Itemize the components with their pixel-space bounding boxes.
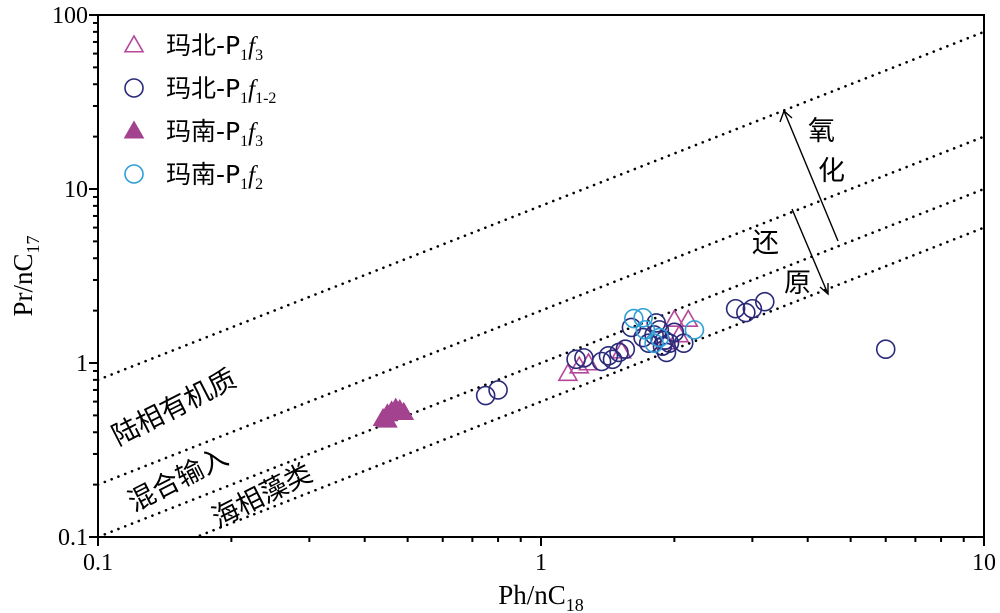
data-points <box>372 291 896 428</box>
oxidation-arrow <box>779 109 839 242</box>
data-point-series-2 <box>875 339 896 360</box>
data-point-series-1 <box>663 308 685 327</box>
data-point-series-4 <box>644 333 664 353</box>
oxidation-label-1: 氧 <box>808 116 835 147</box>
data-point-series-4 <box>624 308 644 329</box>
data-point-series-2 <box>725 298 746 319</box>
data-point-series-2 <box>754 291 775 312</box>
reduction-label-2: 原 <box>784 268 811 299</box>
legend: 玛北-P1f3 玛北-P1f1-2 玛南-P1f3 玛南-P1f2 <box>123 31 276 193</box>
reduction-arrow <box>791 208 829 296</box>
legend-label-4: 玛南-P1f2 <box>166 160 263 193</box>
y-axis-title: Pr/nC17 <box>8 235 43 316</box>
x-tick-label: 0.1 <box>83 550 113 576</box>
y-tick-label: 100 <box>52 3 88 29</box>
y-tick-label: 0.1 <box>58 525 88 551</box>
data-point-series-2 <box>566 349 586 370</box>
reference-line-lower <box>98 187 984 537</box>
legend-marker-4 <box>124 164 144 184</box>
data-point-series-4 <box>684 320 705 340</box>
data-point-series-2 <box>488 380 508 400</box>
data-point-series-2 <box>615 339 636 360</box>
data-point-series-2 <box>633 327 653 348</box>
legend-label-2: 玛北-P1f1-2 <box>166 74 276 107</box>
data-point-series-4 <box>633 307 653 328</box>
data-point-series-2 <box>646 313 667 333</box>
legend-label-1: 玛北-P1f3 <box>166 31 263 64</box>
data-point-series-3 <box>393 401 415 420</box>
x-tick-labels: 0.1 1 10 <box>83 550 996 576</box>
y-tick-labels: 0.1 1 10 100 <box>52 3 88 551</box>
axis-ticks <box>89 14 985 546</box>
x-tick-label: 1 <box>535 550 547 576</box>
data-point-series-2 <box>598 345 619 366</box>
legend-marker-3 <box>123 120 145 139</box>
data-point-series-2 <box>742 298 763 319</box>
reduction-label-1: 还 <box>752 228 779 259</box>
oxidation-label-2: 化 <box>818 156 845 187</box>
y-tick-label: 10 <box>64 177 88 203</box>
data-point-series-2 <box>621 317 642 338</box>
x-tick-label: 10 <box>972 550 996 576</box>
y-tick-label: 1 <box>76 351 88 377</box>
legend-label-3: 玛南-P1f3 <box>166 117 263 150</box>
data-point-series-2 <box>673 333 694 353</box>
data-point-series-2 <box>591 351 612 372</box>
data-point-series-2 <box>475 385 496 406</box>
data-point-series-1 <box>677 308 699 327</box>
data-point-series-2 <box>602 349 623 370</box>
legend-marker-1 <box>123 34 145 53</box>
legend-marker-2 <box>124 78 144 98</box>
data-point-series-2 <box>736 302 756 323</box>
data-point-series-2 <box>652 336 673 356</box>
data-point-series-3 <box>376 409 398 428</box>
zone-label-terrestrial: 陆相有机质 <box>107 363 241 452</box>
data-point-series-4 <box>649 327 670 348</box>
x-axis-title: Ph/nC18 <box>498 580 584 613</box>
